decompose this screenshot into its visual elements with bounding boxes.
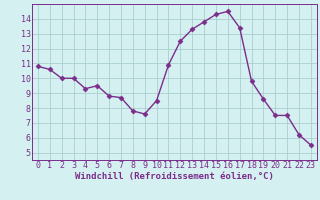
X-axis label: Windchill (Refroidissement éolien,°C): Windchill (Refroidissement éolien,°C) (75, 172, 274, 181)
